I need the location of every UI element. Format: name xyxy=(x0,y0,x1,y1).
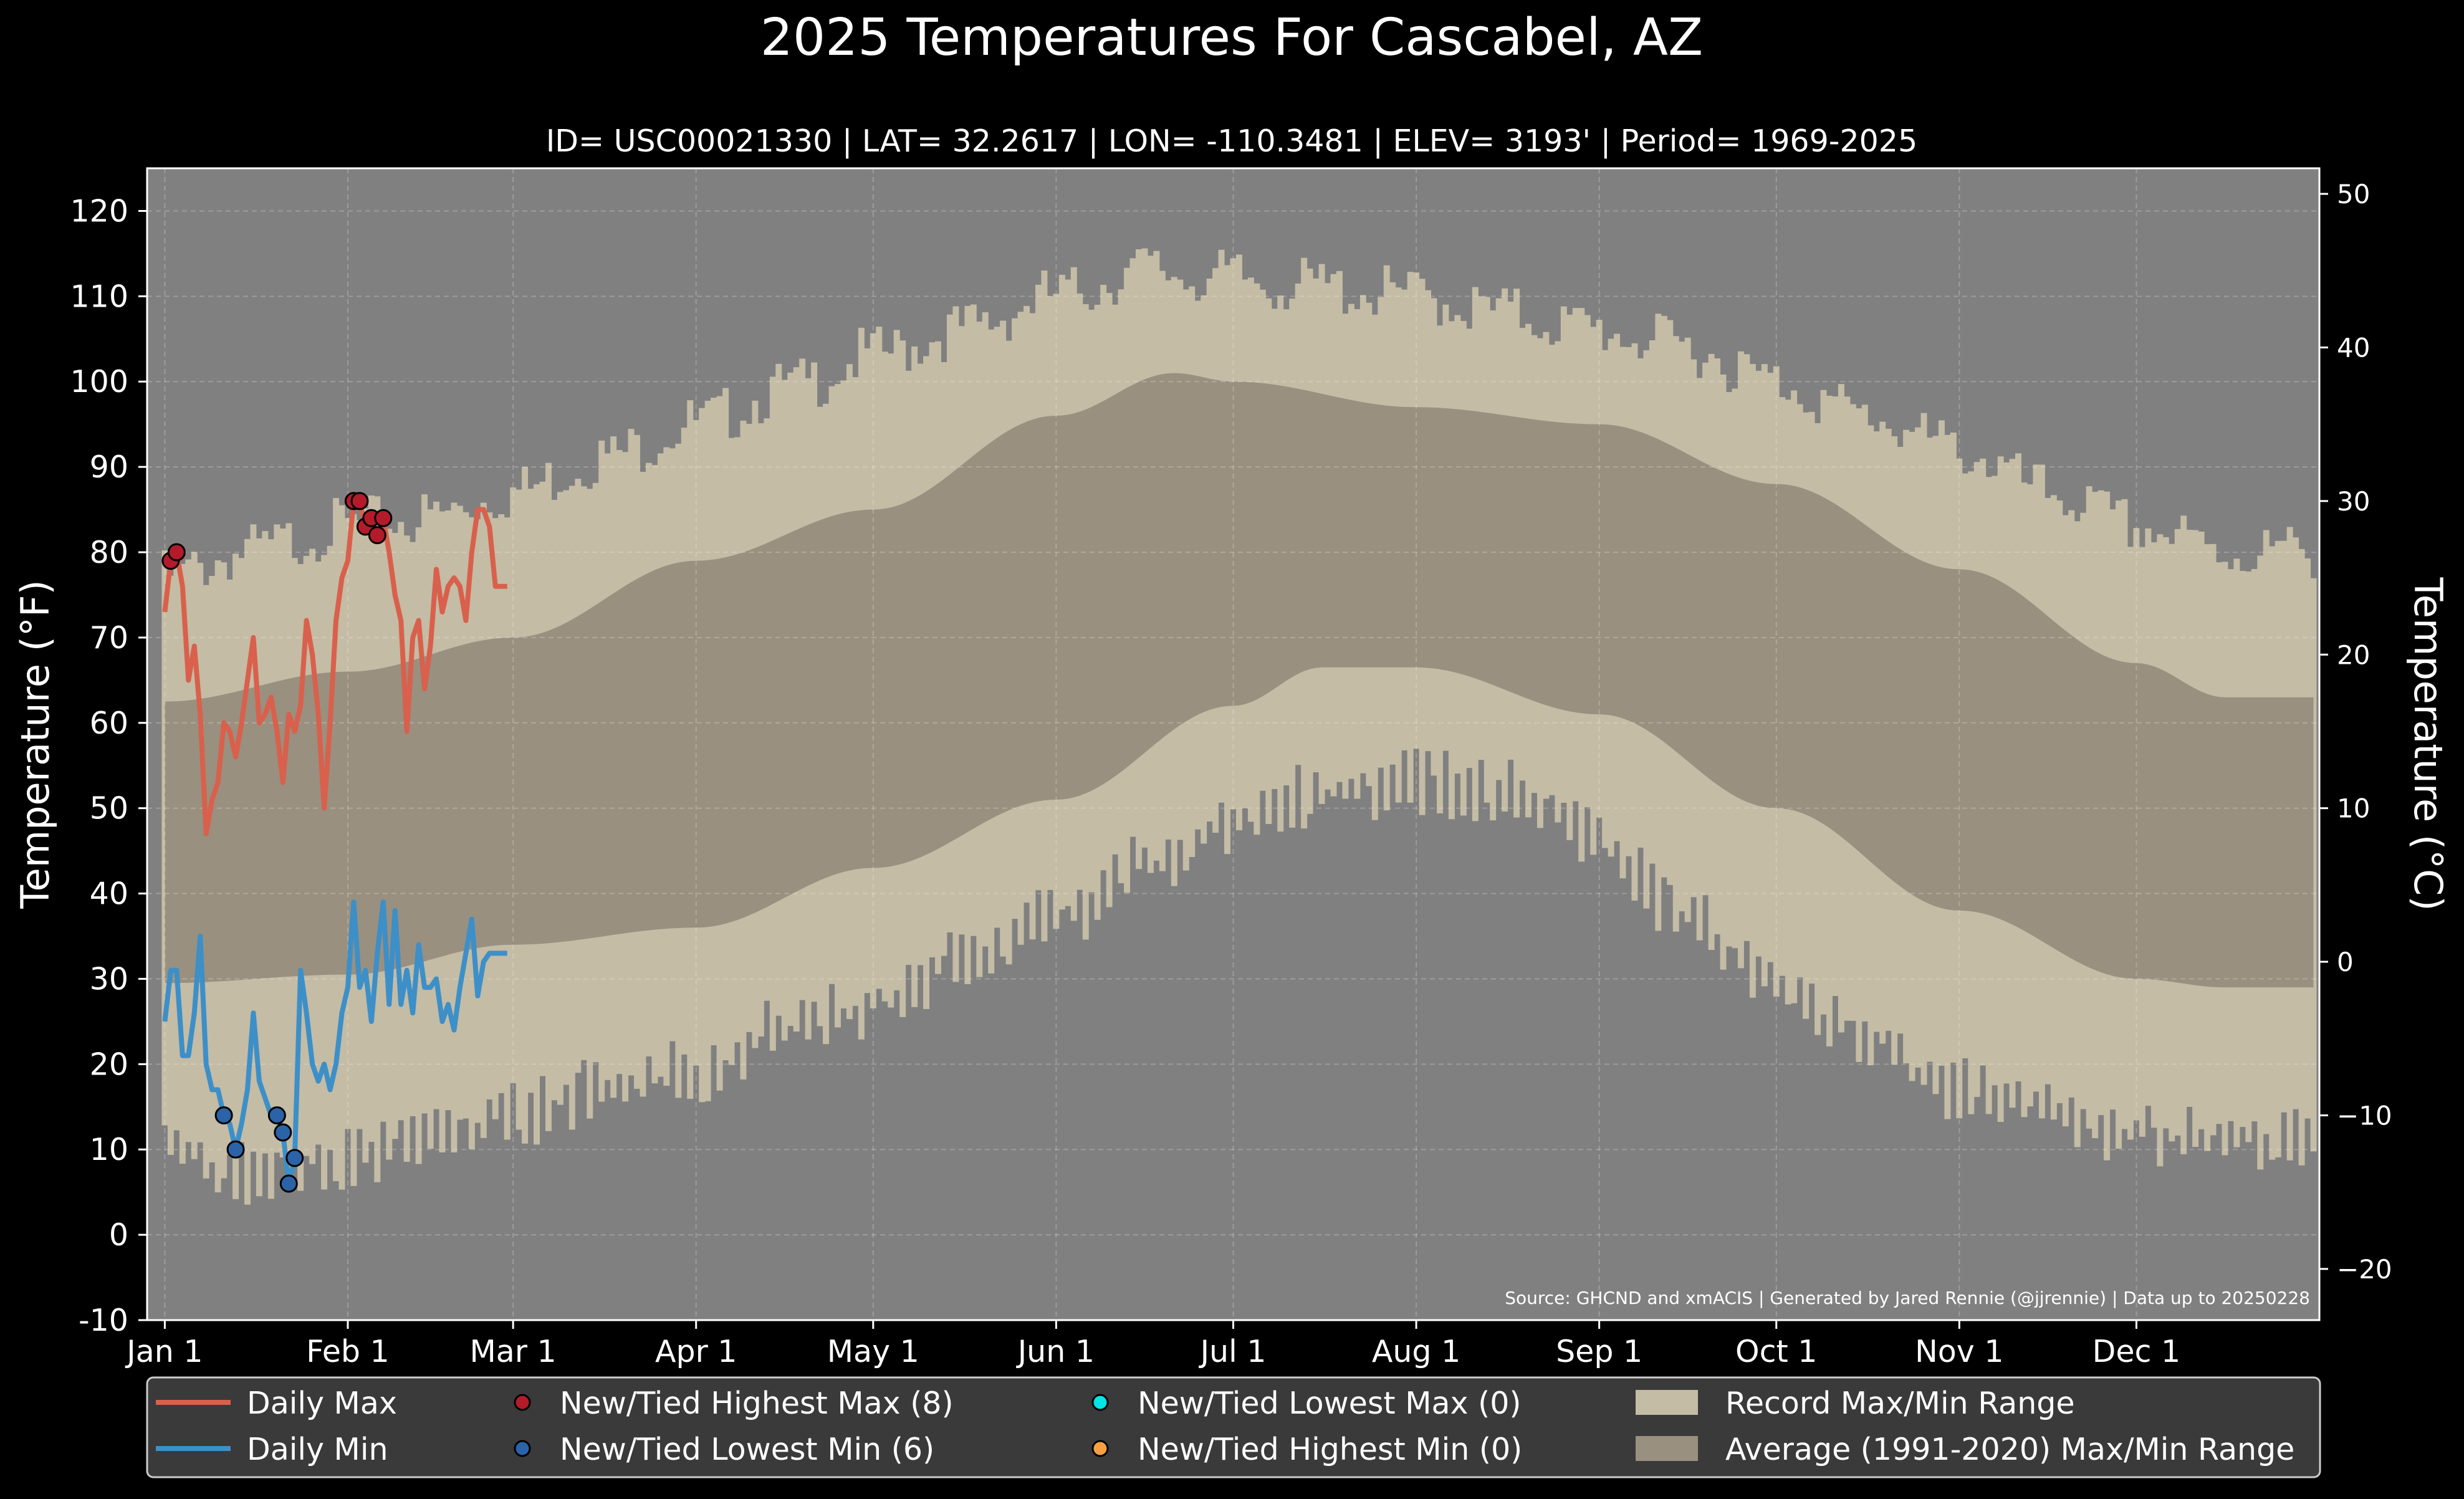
new-highest-max-marker xyxy=(374,509,393,527)
daily-max-line xyxy=(162,498,507,836)
legend-label: New/Tied Lowest Min (6) xyxy=(560,1432,934,1467)
new-lowest-min-markers xyxy=(214,1106,304,1193)
x-tick-label: Mar 1 xyxy=(470,1334,557,1369)
legend: Daily Max Daily Min New/Tied Highest Max (… xyxy=(146,1376,2321,1478)
x-tick-label: Apr 1 xyxy=(655,1334,737,1369)
new-lowest-min-marker xyxy=(285,1149,304,1167)
legend-box xyxy=(146,1376,2321,1478)
record-range-bar xyxy=(2310,578,2317,1152)
legend-swatch-marker xyxy=(514,1440,531,1457)
y-tick-label-left: 120 xyxy=(70,193,128,229)
y-tick-label-left: 20 xyxy=(90,1046,128,1082)
y-tick-label-left: 30 xyxy=(90,961,128,997)
y-tick-label-left: 100 xyxy=(70,364,128,400)
y-tick-label-right: 0 xyxy=(2337,947,2354,977)
y-tick-label-left: 10 xyxy=(90,1132,128,1167)
y-tick-label-left: 50 xyxy=(90,791,128,826)
legend-swatch-marker xyxy=(514,1394,531,1411)
legend-label: New/Tied Highest Max (8) xyxy=(560,1386,954,1421)
grid-lines xyxy=(147,168,2319,1321)
legend-label: Daily Max xyxy=(247,1386,397,1421)
x-tick-label: Oct 1 xyxy=(1735,1334,1817,1369)
source-note: Source: GHCND and xmACIS | Generated by … xyxy=(1505,1288,2310,1308)
y-tick-label-left: 40 xyxy=(90,876,128,912)
x-tick-label: Aug 1 xyxy=(1372,1334,1460,1369)
y-tick-label-right: −20 xyxy=(2337,1254,2392,1285)
y-tick-label-right: 10 xyxy=(2337,793,2370,824)
x-tick-label: Sep 1 xyxy=(1556,1334,1642,1369)
legend-swatch-marker xyxy=(1091,1394,1109,1411)
y-tick-label-right: 30 xyxy=(2337,486,2370,517)
y-tick-label-right: −10 xyxy=(2337,1100,2392,1131)
y-axis-right-label: Temperature (°C) xyxy=(2405,577,2451,911)
x-tick-label: Jul 1 xyxy=(1199,1334,1267,1369)
y-tick-label-right: 50 xyxy=(2337,179,2370,209)
x-tick-label: Jun 1 xyxy=(1016,1334,1095,1369)
new-highest-max-marker xyxy=(167,543,186,562)
new-lowest-min-marker xyxy=(214,1106,233,1124)
y-axis-left: -10 0 10 20 30 40 50 60 70 80 90 100 110 120 xyxy=(70,193,147,1338)
new-highest-max-markers xyxy=(161,492,393,570)
legend-label: New/Tied Highest Min (0) xyxy=(1138,1432,1522,1467)
y-tick-label-left: 60 xyxy=(90,706,128,741)
y-tick-label-left: 110 xyxy=(70,279,128,314)
average-range-band xyxy=(165,373,2314,988)
legend-label: Average (1991-2020) Max/Min Range xyxy=(1725,1432,2294,1467)
legend-label: Daily Min xyxy=(247,1432,388,1467)
new-lowest-min-marker xyxy=(279,1174,298,1193)
y-tick-label-left: 90 xyxy=(90,449,128,485)
y-axis-left-label: Temperature (°F) xyxy=(12,580,58,909)
chart-subtitle: ID= USC00021330 | LAT= 32.2617 | LON= -1… xyxy=(546,123,1917,159)
y-tick-label-left: 70 xyxy=(90,620,128,656)
new-lowest-min-marker xyxy=(267,1106,286,1124)
legend-swatch-patch xyxy=(1636,1390,1698,1415)
legend-swatch-marker xyxy=(1091,1440,1109,1457)
new-highest-max-marker xyxy=(350,492,369,510)
new-lowest-min-marker xyxy=(226,1140,245,1159)
legend-label: Record Max/Min Range xyxy=(1725,1386,2075,1421)
x-tick-label: May 1 xyxy=(827,1334,919,1369)
x-tick-label: Feb 1 xyxy=(306,1334,390,1369)
y-tick-label-left: 80 xyxy=(90,535,128,570)
y-tick-label-right: 20 xyxy=(2337,639,2370,670)
x-tick-label: Dec 1 xyxy=(2092,1334,2181,1369)
x-tick-label: Jan 1 xyxy=(125,1334,203,1369)
y-axis-right: −20 −10 0 10 20 30 40 50 xyxy=(2319,179,2392,1285)
chart-title: 2025 Temperatures For Cascabel, AZ xyxy=(760,8,1703,67)
new-highest-max-marker xyxy=(368,526,386,545)
y-tick-label-left: 0 xyxy=(109,1217,128,1253)
new-lowest-min-marker xyxy=(274,1123,292,1142)
x-tick-label: Nov 1 xyxy=(1915,1334,2003,1369)
legend-label: New/Tied Lowest Max (0) xyxy=(1138,1386,1522,1421)
y-tick-label-left: -10 xyxy=(79,1303,128,1338)
y-tick-label-right: 40 xyxy=(2337,332,2370,363)
legend-swatch-patch xyxy=(1636,1436,1698,1461)
x-axis: Jan 1 Feb 1 Mar 1 Apr 1 May 1 Jun 1 Jul 1 Aug 1… xyxy=(125,1320,2180,1369)
